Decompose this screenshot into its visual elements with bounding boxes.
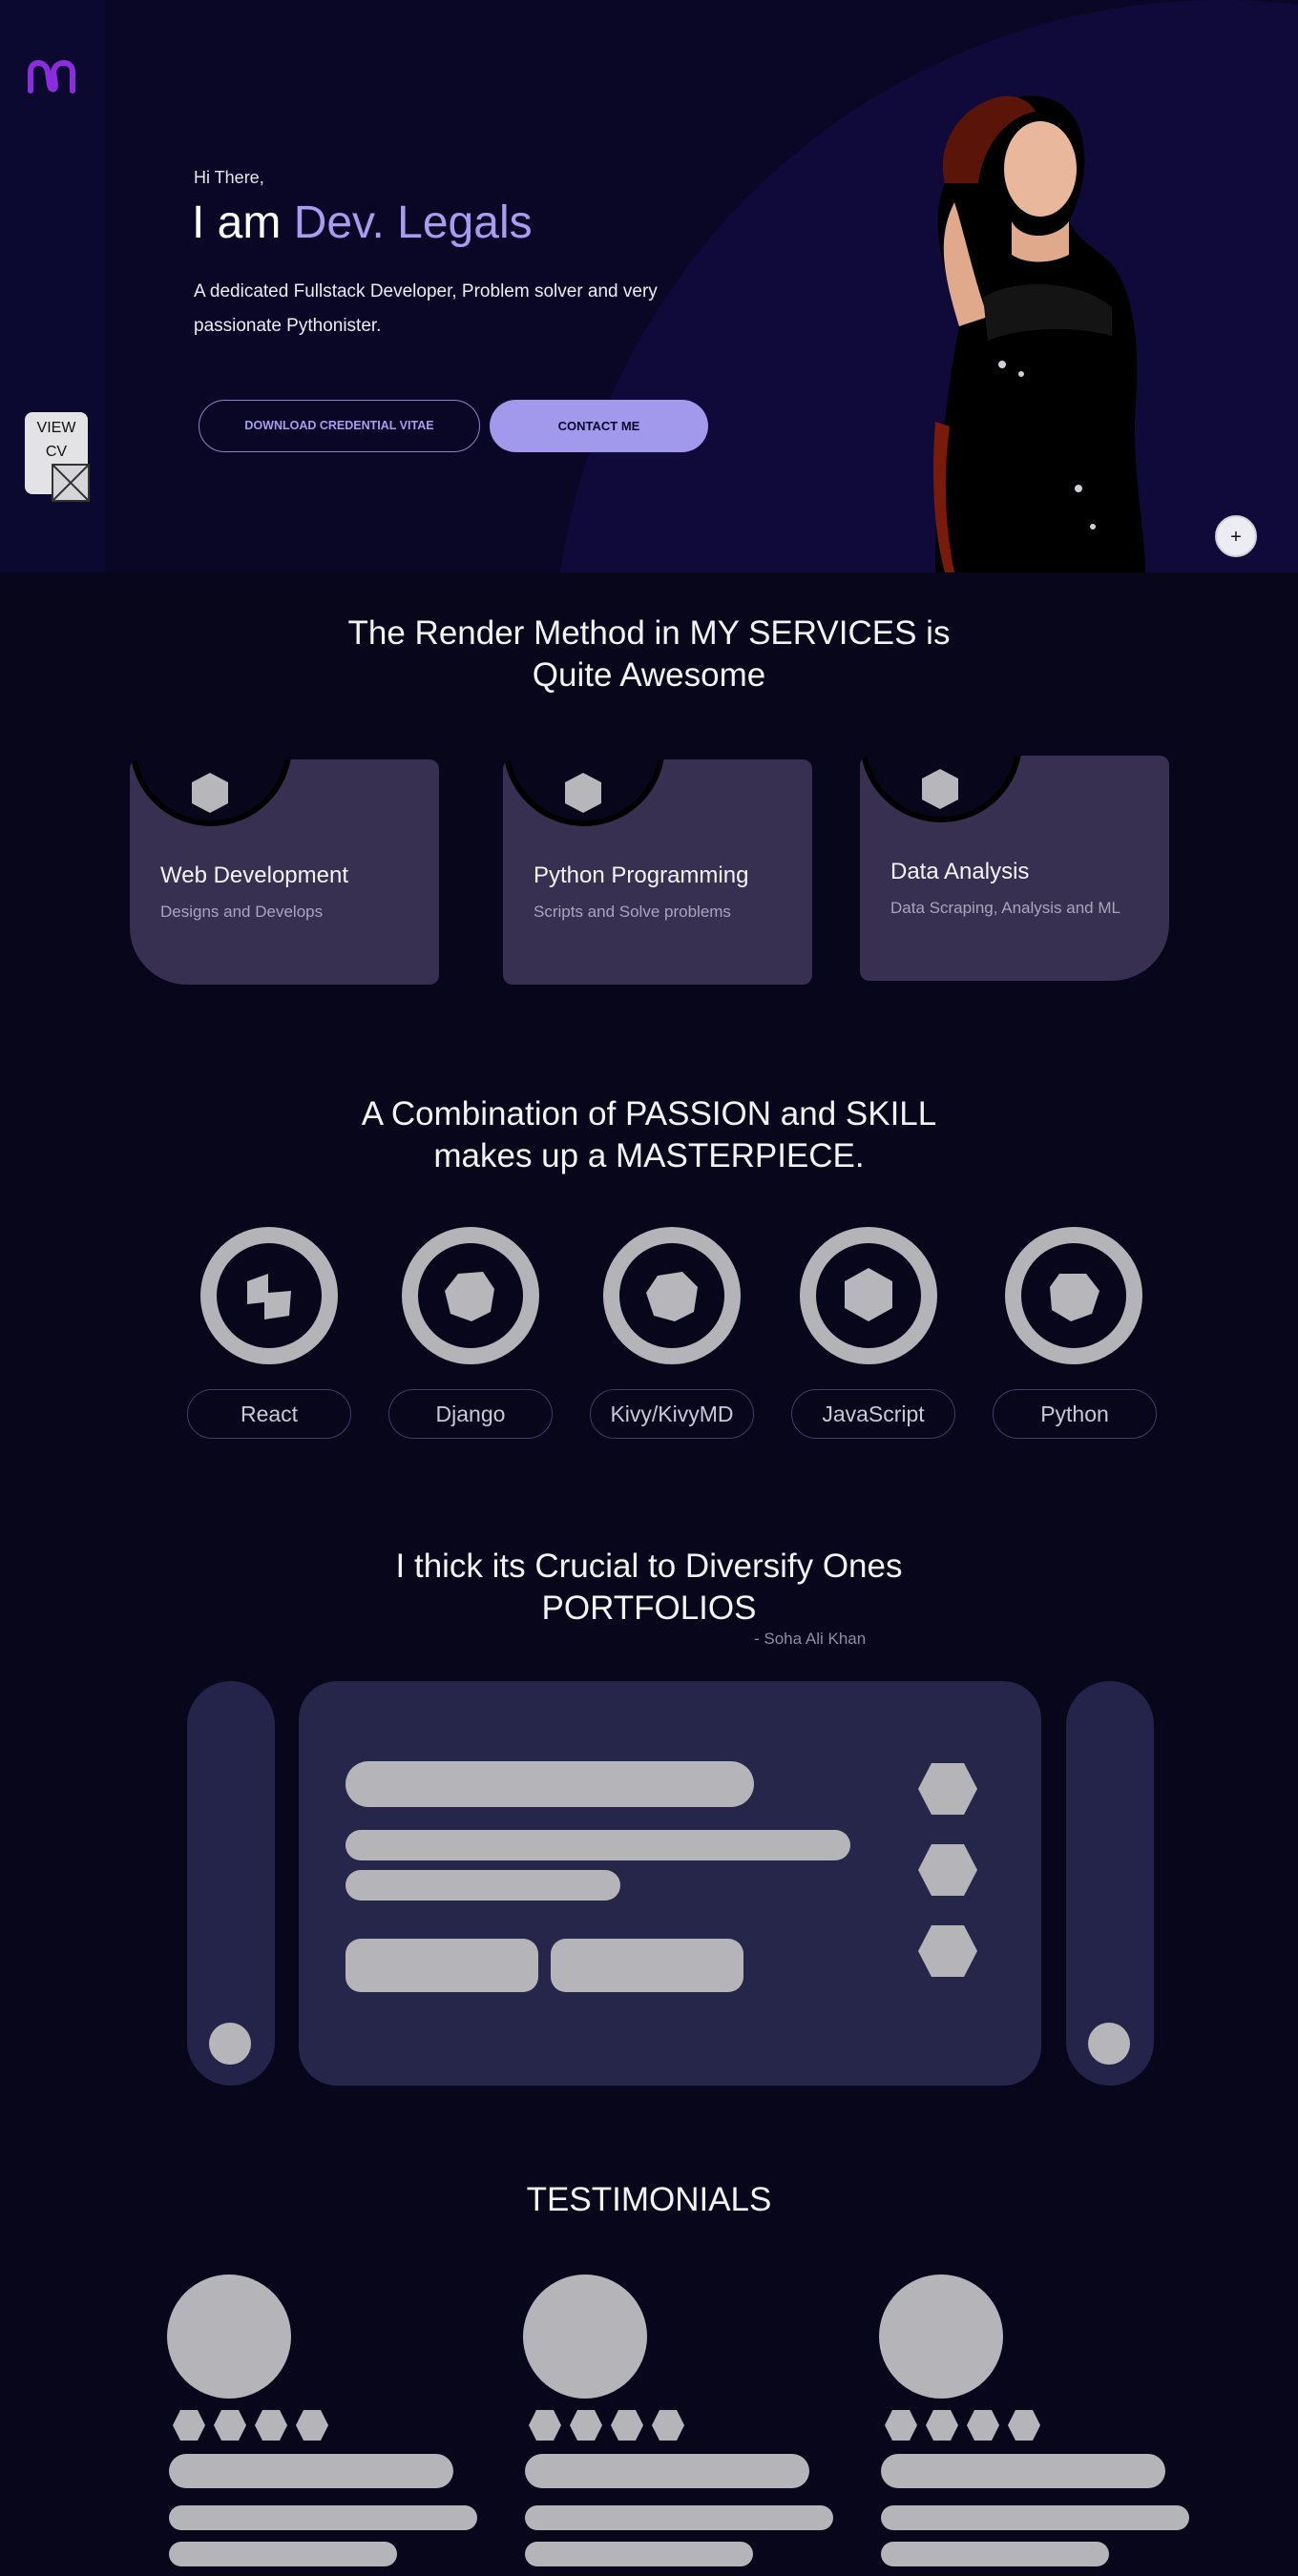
rating-star-icon (214, 2410, 246, 2441)
python-programming-icon (565, 773, 601, 813)
portfolio-next-card[interactable] (1066, 1681, 1154, 2086)
hero-intro: A dedicated Fullstack Developer, Problem… (194, 281, 658, 336)
placeholder-name-bar (169, 2454, 453, 2488)
hero-headline: I am Dev. Legals (192, 197, 533, 249)
portfolio-title: I thick its Crucial to Diversify Ones PO… (0, 1546, 1298, 1630)
profile-photo (933, 95, 1145, 572)
rating-star-icon (611, 2410, 643, 2441)
rating-star-icon (296, 2410, 328, 2441)
placeholder-button[interactable] (551, 1939, 743, 1992)
placeholder-text-bar (169, 2542, 397, 2566)
react-skill-icon (200, 1227, 338, 1364)
portfolio-main-card (299, 1681, 1041, 2086)
contact-me-button[interactable]: CONTACT ME (490, 400, 708, 452)
service-subtitle: Scripts and Solve problems (534, 903, 731, 921)
headline-name: Dev. Legals (293, 197, 533, 248)
placeholder-title-bar (345, 1761, 754, 1807)
service-title: Python Programming (534, 862, 749, 888)
placeholder-text-bar (525, 2542, 753, 2566)
service-subtitle: Data Scraping, Analysis and ML (890, 899, 1120, 917)
rating-star-icon (570, 2410, 602, 2441)
view-cv-line1: VIEW (36, 420, 76, 436)
avatar (167, 2275, 291, 2399)
quote-author: - Soha Ali Khan (754, 1630, 867, 1648)
hexagon-icon (918, 1844, 977, 1896)
hero-greeting: Hi There, (194, 168, 264, 187)
placeholder-name-bar (525, 2454, 809, 2488)
javascript-skill-icon (800, 1227, 937, 1364)
next-card-indicator (1088, 2023, 1130, 2065)
testimonials-title: TESTIMONIALS (526, 2181, 772, 2218)
portfolio-prev-card[interactable] (187, 1681, 275, 2086)
service-card-python-programming[interactable]: Python Programming Scripts and Solve pro… (503, 759, 812, 985)
services-title: The Render Method in MY SERVICES is Quit… (0, 613, 1298, 696)
view-cv-line2: CV (45, 444, 68, 460)
skill-pill-python[interactable]: Python (993, 1389, 1157, 1439)
rating-star-icon (173, 2410, 205, 2441)
brand-logo-icon[interactable] (23, 52, 80, 98)
avatar (523, 2275, 647, 2399)
plus-button[interactable]: + (1215, 515, 1257, 557)
placeholder-text-bar (525, 2505, 833, 2530)
hexagon-icon (918, 1925, 977, 1977)
rating-star-icon (652, 2410, 684, 2441)
download-cv-button[interactable]: DOWNLOAD CREDENTIAL VITAE (199, 400, 480, 452)
data-analysis-icon (922, 769, 958, 809)
service-card-web-development[interactable]: Web Development Designs and Develops (130, 759, 439, 985)
skill-pill-javascript[interactable]: JavaScript (791, 1389, 955, 1439)
view-cv-widget[interactable]: VIEW CV (25, 412, 90, 502)
rating-star-icon (529, 2410, 561, 2441)
services-title-line2: Quite Awesome (532, 656, 766, 694)
rating-star-icon (967, 2410, 999, 2441)
rating-star-icon (885, 2410, 917, 2441)
placeholder-text-bar (345, 1870, 620, 1901)
django-skill-icon (402, 1227, 539, 1364)
rating-star-icon (926, 2410, 958, 2441)
kivy-skill-icon (603, 1227, 741, 1364)
skill-pill-django[interactable]: Django (388, 1389, 553, 1439)
rating-star-icon (1008, 2410, 1040, 2441)
headline-prefix: I am (192, 197, 294, 248)
portfolio-title-line2: PORTFOLIOS (541, 1589, 757, 1627)
portfolio-title-line1: I thick its Crucial to Diversify Ones (395, 1548, 903, 1585)
skills-title: A Combination of PASSION and SKILL makes… (0, 1093, 1298, 1177)
service-title: Data Analysis (890, 859, 1030, 884)
placeholder-text-bar (169, 2505, 477, 2530)
broken-image-icon (52, 464, 90, 502)
placeholder-text-bar (345, 1830, 850, 1860)
services-title-line1: The Render Method in MY SERVICES is (347, 614, 951, 652)
placeholder-text-bar (881, 2542, 1109, 2566)
placeholder-name-bar (881, 2454, 1165, 2488)
service-title: Web Development (160, 862, 348, 888)
rating-star-icon (255, 2410, 287, 2441)
web-development-icon (192, 773, 228, 813)
prev-card-indicator (209, 2023, 251, 2065)
skill-pill-react[interactable]: React (187, 1389, 351, 1439)
service-card-data-analysis[interactable]: Data Analysis Data Scraping, Analysis an… (860, 756, 1169, 981)
skills-title-line2: makes up a MASTERPIECE. (433, 1137, 865, 1174)
skills-title-line1: A Combination of PASSION and SKILL (361, 1095, 937, 1132)
service-subtitle: Designs and Develops (160, 903, 324, 921)
placeholder-text-bar (881, 2505, 1189, 2530)
python-skill-icon (1005, 1227, 1142, 1364)
skill-pill-kivy[interactable]: Kivy/KivyMD (590, 1389, 754, 1439)
placeholder-button[interactable] (345, 1939, 538, 1992)
avatar (879, 2275, 1003, 2399)
hero-section: Hi There, I am Dev. Legals A dedicated F… (0, 0, 1298, 572)
hexagon-icon (918, 1763, 977, 1815)
